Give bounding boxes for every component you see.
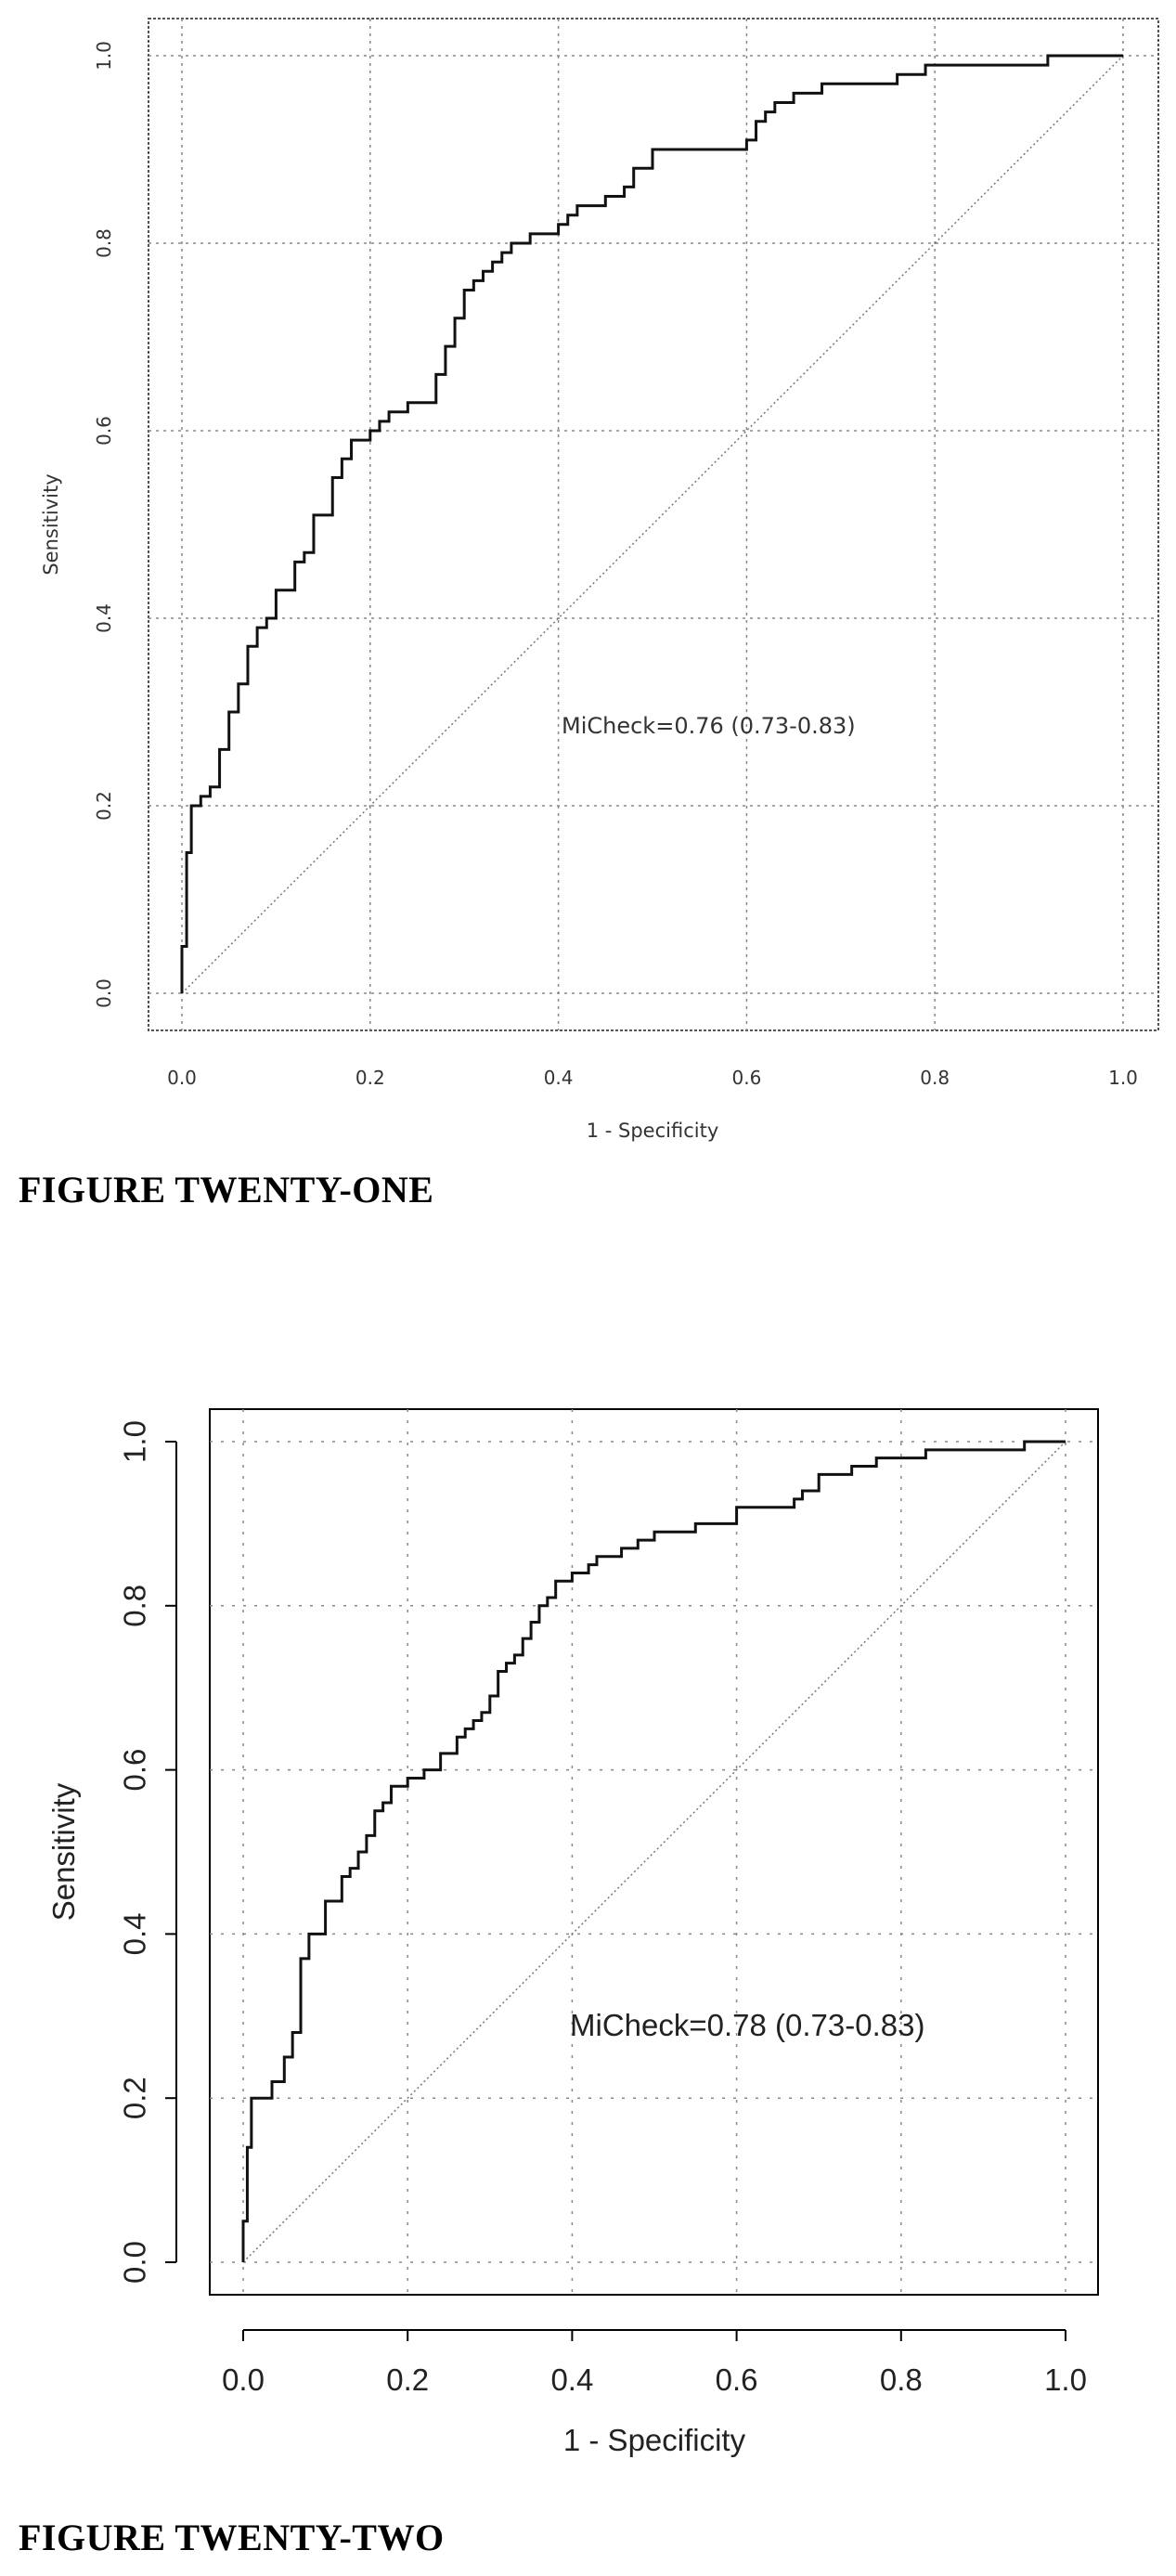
x-tick-label: 0.2 (386, 2362, 429, 2397)
y-tick-label: 1.0 (93, 41, 115, 71)
y-tick-label: 0.2 (118, 2077, 152, 2119)
x-tick-label: 0.8 (920, 1067, 950, 1089)
x-axis-label: 1 - Specificity (563, 2423, 746, 2457)
reference-diagonal (242, 1441, 1066, 2263)
figure-twenty-two: 0.0 0.2 0.4 0.6 0.8 1.0 0.0 0.2 0.4 0.6 0.8 1.0 1 - … (0, 1365, 1176, 2576)
y-tick-label: 1.0 (118, 1420, 152, 1463)
x-axis-label: 1 - Specificity (587, 1120, 719, 1142)
plot-frame (148, 18, 1159, 1031)
x-tick-label: 1.0 (1044, 2362, 1087, 2397)
x-tick-label: 1.0 (1108, 1067, 1138, 1089)
roc-chart-2: 0.0 0.2 0.4 0.6 0.8 1.0 0.0 0.2 0.4 0.6 0.8 1.0 1 - … (46, 1408, 1099, 2457)
roc-curve (180, 54, 1123, 993)
x-tick-label: 0.2 (355, 1067, 385, 1089)
x-tick-label: 0.4 (550, 2362, 593, 2397)
plot-frame (209, 1408, 1099, 2296)
x-tick-label: 0.4 (544, 1067, 574, 1089)
y-tick-label: 0.0 (93, 978, 115, 1008)
roc-chart-1: 0.0 0.2 0.4 0.6 0.8 1.0 0.0 0.2 0.4 0.6 0.8 1.0 1 - … (40, 18, 1159, 1142)
y-tick-label: 0.0 (118, 2241, 152, 2284)
x-tick-label: 0.0 (222, 2362, 265, 2397)
figure-twenty-one: 0.0 0.2 0.4 0.6 0.8 1.0 0.0 0.2 0.4 0.6 0.8 1.0 1 - … (0, 0, 1176, 1170)
y-axis-label: Sensitivity (40, 473, 62, 575)
reference-diagonal (181, 55, 1124, 994)
y-tick-label: 0.6 (93, 416, 115, 446)
figure-caption-twenty-two: FIGURE TWENTY-TWO (19, 2517, 445, 2558)
x-tick-label: 0.0 (167, 1067, 197, 1089)
roc-curve (241, 1440, 1066, 2262)
x-tick-label: 0.6 (731, 1067, 761, 1089)
auc-annotation: MiCheck=0.78 (0.73-0.83) (570, 2008, 924, 2042)
y-tick-label: 0.4 (93, 603, 115, 633)
y-tick-label: 0.8 (93, 228, 115, 258)
figure-caption-twenty-one: FIGURE TWENTY-ONE (19, 1169, 434, 1210)
y-tick-label: 0.6 (118, 1749, 152, 1792)
y-tick-label: 0.4 (118, 1912, 152, 1955)
y-tick-label: 0.2 (93, 791, 115, 821)
auc-annotation: MiCheck=0.76 (0.73-0.83) (562, 713, 856, 739)
x-tick-label: 0.8 (880, 2362, 923, 2397)
y-tick-label: 0.8 (118, 1585, 152, 1627)
y-axis-label: Sensitivity (46, 1782, 81, 1921)
x-tick-label: 0.6 (716, 2362, 758, 2397)
